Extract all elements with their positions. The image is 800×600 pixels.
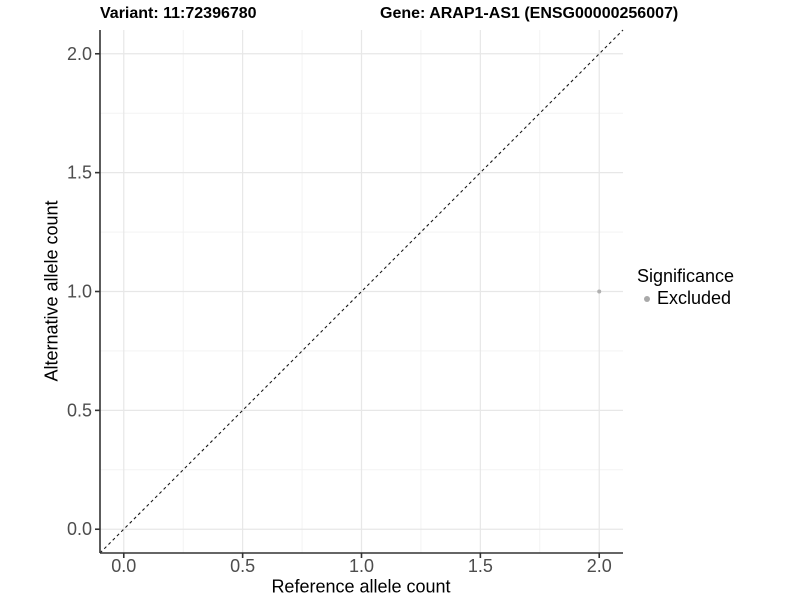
legend-item-label: Excluded [657, 288, 732, 308]
y-tick-label: 1.0 [67, 282, 92, 302]
y-tick-label: 1.5 [67, 163, 92, 183]
x-tick-label: 0.0 [111, 556, 136, 576]
legend-title: Significance [637, 266, 735, 286]
y-tick-label: 0.5 [67, 400, 92, 420]
y-tick-label: 2.0 [67, 44, 92, 64]
excluded-point-icon [644, 295, 650, 302]
legend-item-excluded: Excluded [637, 288, 734, 309]
plot-title-variant: Variant: 11:72396780 [100, 5, 257, 22]
x-tick-label: 1.0 [349, 556, 374, 576]
legend: Significance Excluded [637, 266, 734, 309]
x-tick-label: 0.5 [230, 556, 255, 576]
x-tick-label: 1.5 [468, 556, 493, 576]
y-tick-label: 0.0 [67, 519, 92, 539]
data-point [597, 289, 602, 294]
x-tick-label: 2.0 [587, 556, 612, 576]
x-axis-title: Reference allele count [271, 576, 451, 597]
legend-key [637, 295, 657, 302]
plot-title-gene: Gene: ARAP1-AS1 (ENSG00000256007) [380, 5, 679, 22]
